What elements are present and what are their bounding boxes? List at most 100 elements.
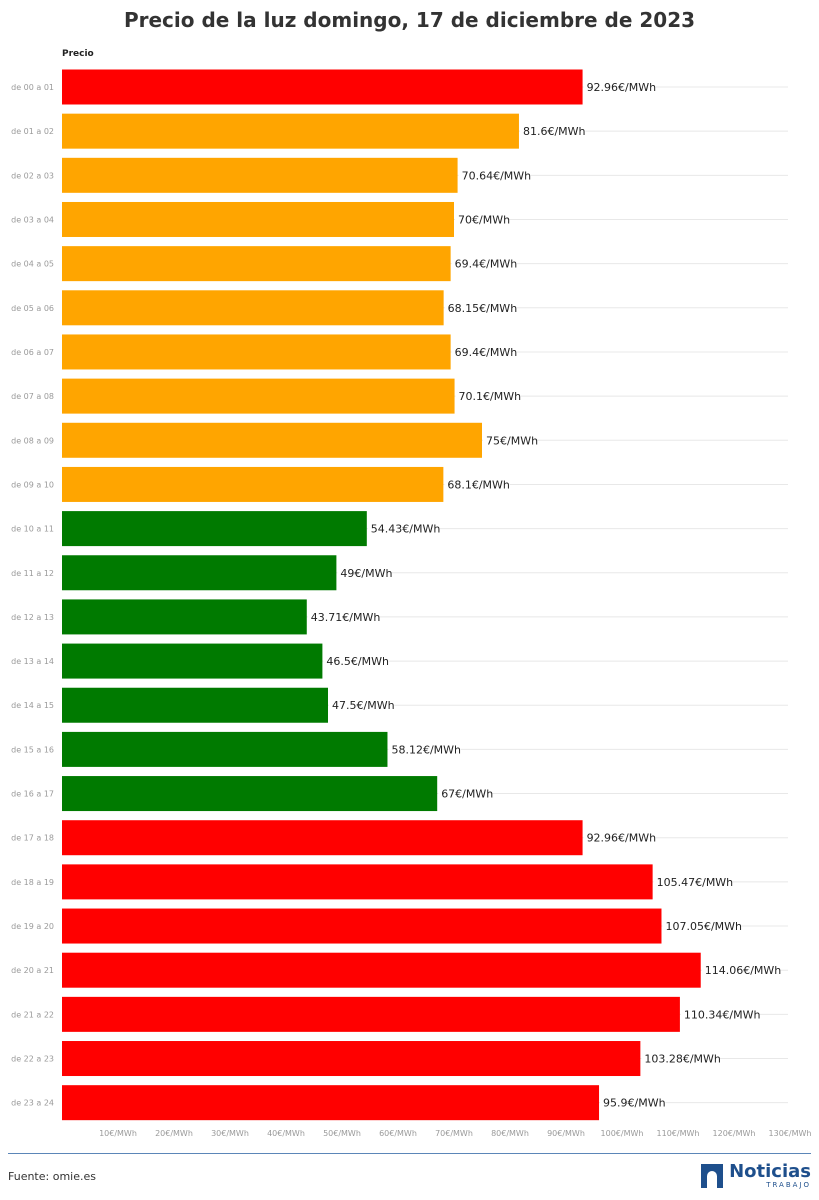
data-label: 47.5€/MWh (332, 699, 395, 712)
category-label: de 17 a 18 (11, 834, 54, 843)
category-label: de 01 a 02 (11, 127, 54, 136)
bar (62, 599, 307, 635)
data-label-bg (367, 520, 440, 537)
data-label: 69.4€/MWh (455, 258, 518, 271)
data-label: 75€/MWh (486, 434, 538, 447)
bar (62, 952, 701, 988)
data-label: 43.71€/MWh (311, 611, 381, 624)
bar (62, 378, 455, 414)
data-label-bg (458, 167, 531, 184)
data-label-bg (519, 123, 586, 140)
category-label: de 09 a 10 (11, 480, 54, 489)
column-header: Precio (62, 49, 94, 59)
category-label: de 02 a 03 (11, 171, 54, 180)
bar (62, 731, 388, 767)
logo-subtitle: TRABAJO (766, 1181, 811, 1189)
source-note: Fuente: omie.es (8, 1170, 96, 1183)
data-label: 70.1€/MWh (459, 390, 522, 403)
data-label-bg (438, 785, 491, 802)
category-label: de 13 a 14 (11, 657, 54, 666)
category-label: de 20 a 21 (11, 966, 54, 975)
data-label-bg (329, 697, 395, 714)
data-label-bg (451, 255, 518, 272)
bar (62, 643, 323, 679)
x-tick-label: 30€/MWh (211, 1129, 249, 1138)
bar (62, 864, 653, 900)
bar (62, 290, 444, 326)
data-label: 92.96€/MWh (587, 832, 657, 845)
data-label: 105.47€/MWh (657, 876, 734, 889)
bar (62, 1041, 641, 1077)
footer-divider (8, 1153, 811, 1154)
data-label-bg (600, 1094, 666, 1111)
category-label: de 14 a 15 (11, 701, 54, 710)
bar (62, 246, 451, 282)
bar (62, 776, 438, 812)
bar (62, 555, 337, 591)
data-label-bg (444, 476, 510, 493)
category-label: de 07 a 08 (11, 392, 54, 401)
data-label: 54.43€/MWh (371, 523, 441, 536)
data-label: 49€/MWh (340, 567, 392, 580)
category-label: de 15 a 16 (11, 745, 54, 754)
category-label: de 23 a 24 (11, 1099, 54, 1108)
x-tick-label: 60€/MWh (379, 1129, 417, 1138)
data-label-bg (323, 653, 389, 670)
bar (62, 422, 482, 458)
category-label: de 12 a 13 (11, 613, 54, 622)
category-label: de 22 a 23 (11, 1055, 54, 1064)
data-label-bg (388, 741, 461, 758)
data-label: 67€/MWh (441, 788, 493, 801)
data-label: 110.34€/MWh (684, 1008, 761, 1021)
data-label-bg (337, 564, 390, 581)
data-label: 107.05€/MWh (665, 920, 742, 933)
chart-title: Precio de la luz domingo, 17 de diciembr… (123, 8, 696, 32)
category-label: de 05 a 06 (11, 304, 54, 313)
data-label: 92.96€/MWh (587, 81, 657, 94)
category-label: de 16 a 17 (11, 790, 54, 799)
bar (62, 157, 458, 193)
data-label: 70.64€/MWh (462, 169, 532, 182)
category-label: de 08 a 09 (11, 436, 54, 445)
x-tick-label: 80€/MWh (491, 1129, 529, 1138)
data-label-bg (662, 918, 742, 935)
x-tick-label: 120€/MWh (713, 1129, 756, 1138)
data-label-bg (444, 299, 517, 316)
data-label: 68.15€/MWh (448, 302, 518, 315)
x-tick-label: 100€/MWh (601, 1129, 644, 1138)
bar (62, 687, 328, 723)
data-label-bg (583, 829, 656, 846)
data-label: 68.1€/MWh (447, 478, 510, 491)
bar (62, 334, 451, 370)
data-label: 114.06€/MWh (705, 964, 782, 977)
x-tick-label: 70€/MWh (435, 1129, 473, 1138)
category-label: de 18 a 19 (11, 878, 54, 887)
x-tick-label: 40€/MWh (267, 1129, 305, 1138)
data-label: 46.5€/MWh (326, 655, 389, 668)
bar (62, 201, 454, 237)
category-label: de 11 a 12 (11, 569, 54, 578)
x-tick-label: 130€/MWh (769, 1129, 812, 1138)
logo-icon (701, 1164, 724, 1188)
bar (62, 996, 680, 1032)
publisher-logo[interactable]: Noticias TRABAJO (701, 1161, 811, 1191)
data-label: 103.28€/MWh (644, 1053, 721, 1066)
category-label: de 19 a 20 (11, 922, 54, 931)
bar (62, 1085, 600, 1121)
category-label: de 06 a 07 (11, 348, 54, 357)
bar (62, 466, 444, 502)
x-tick-label: 10€/MWh (99, 1129, 137, 1138)
data-label-bg (653, 873, 733, 890)
category-label: de 00 a 01 (11, 83, 54, 92)
data-label: 95.9€/MWh (603, 1097, 666, 1110)
bar (62, 511, 367, 547)
x-tick-label: 110€/MWh (657, 1129, 700, 1138)
data-label: 58.12€/MWh (391, 743, 461, 756)
bar (62, 908, 662, 944)
data-label-bg (701, 962, 781, 979)
bar-chart: Precio de 00 a 01 92.96€/MWh de 01 a 02 81.6… (11, 49, 812, 1138)
data-label-bg (641, 1050, 720, 1067)
data-label: 69.4€/MWh (455, 346, 518, 359)
data-label-bg (483, 432, 536, 449)
category-label: de 10 a 11 (11, 525, 54, 534)
